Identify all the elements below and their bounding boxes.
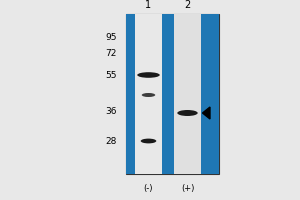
Text: (+): (+) (181, 184, 194, 192)
Ellipse shape (142, 93, 155, 97)
Ellipse shape (177, 110, 198, 116)
Text: (-): (-) (144, 184, 153, 192)
Text: 36: 36 (106, 108, 117, 116)
Text: 28: 28 (106, 136, 117, 146)
Bar (126, 14, 219, 174)
Bar (135, 14, 162, 174)
Text: 95: 95 (106, 33, 117, 43)
Text: 55: 55 (106, 72, 117, 80)
Ellipse shape (137, 72, 160, 78)
Bar (174, 14, 201, 174)
Polygon shape (202, 107, 210, 119)
Bar (126, 14, 219, 174)
Ellipse shape (141, 139, 156, 143)
Text: 2: 2 (184, 0, 190, 10)
Text: 72: 72 (106, 49, 117, 58)
Text: 1: 1 (146, 0, 152, 10)
